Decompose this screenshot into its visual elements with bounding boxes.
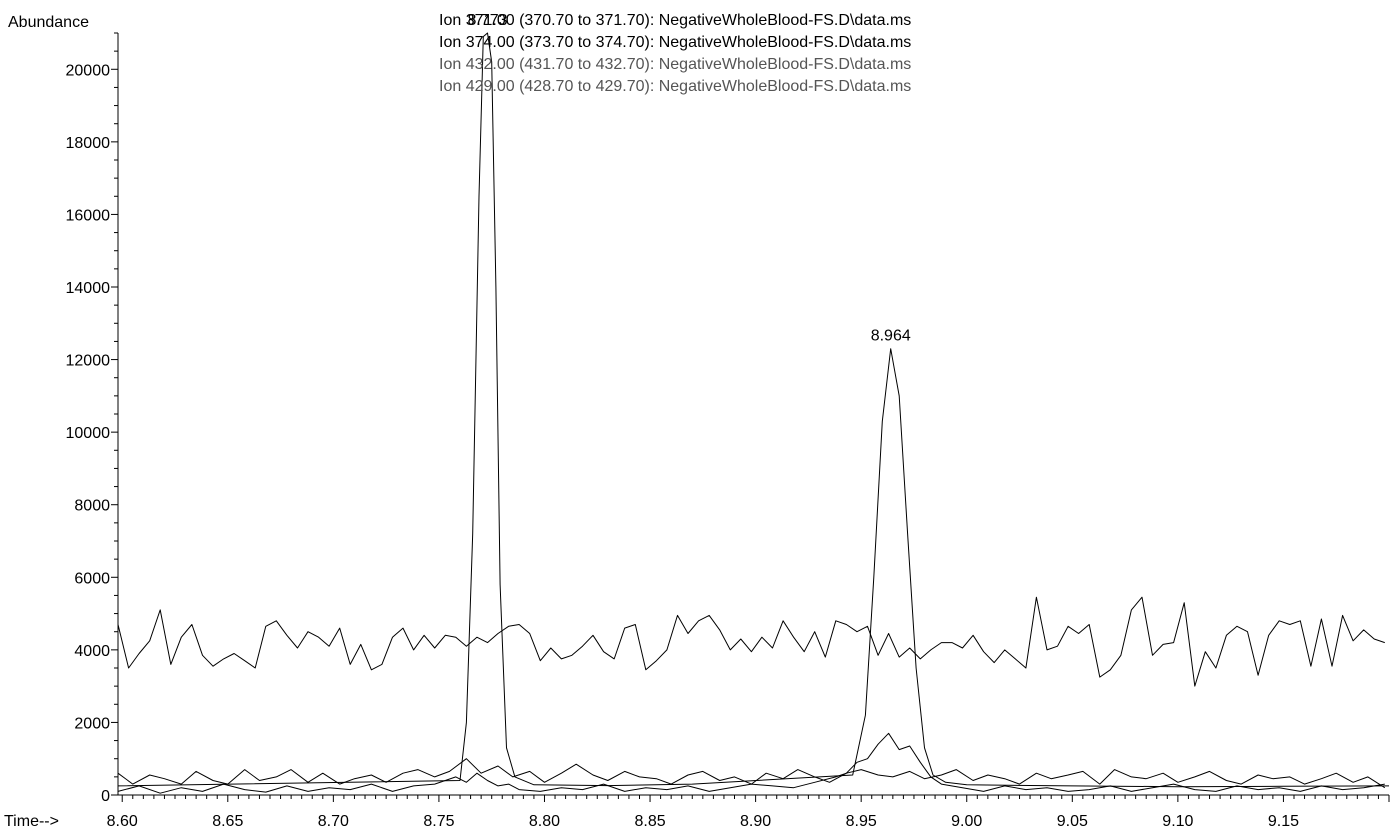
legend-entry: Ion 371.00 (370.70 to 371.70): NegativeW… <box>439 12 911 29</box>
y-tick-label: 20000 <box>66 62 111 79</box>
y-tick-label: 4000 <box>74 643 110 660</box>
x-tick-label: 8.70 <box>318 813 349 830</box>
x-axis: 8.60 8.65 8.70 8.75 8.80 8.85 8.90 8.95 9.00 9.05… <box>107 795 1390 830</box>
series-line-2 <box>117 596 1385 687</box>
x-tick-label: 8.65 <box>212 813 243 830</box>
series-line-3 <box>117 732 1385 794</box>
y-tick-label: 18000 <box>66 135 111 152</box>
x-tick-label: 8.75 <box>423 813 454 830</box>
peak-label: 8.773 <box>467 12 507 29</box>
x-tick-label: 9.00 <box>951 813 982 830</box>
x-tick-label: 8.80 <box>529 813 560 830</box>
y-tick-label: 6000 <box>74 570 110 587</box>
x-tick-label: 8.85 <box>634 813 665 830</box>
x-tick-label: 8.95 <box>846 813 877 830</box>
x-tick-label: 8.90 <box>740 813 771 830</box>
y-tick-label: 16000 <box>66 207 111 224</box>
y-tick-label: 14000 <box>66 280 111 297</box>
y-tick-label: 10000 <box>66 425 111 442</box>
axes <box>117 33 1389 796</box>
y-tick-label: 8000 <box>74 498 110 515</box>
series-line-1 <box>117 32 1390 788</box>
y-axis: 0 2000 4000 6000 8000 10000 12000 14000 16000 180… <box>66 32 118 805</box>
y-tick-label: 12000 <box>66 353 111 370</box>
peak-label: 8.964 <box>871 328 911 345</box>
x-axis-label: Time--> <box>4 813 59 830</box>
x-tick-label: 9.05 <box>1057 813 1088 830</box>
y-axis-label: Abundance <box>8 14 89 31</box>
series-line-4 <box>117 758 1386 789</box>
y-tick-label: 2000 <box>74 715 110 732</box>
y-tick-label: 0 <box>101 788 110 805</box>
legend-entry: Ion 429.00 (428.70 to 429.70): NegativeW… <box>439 78 911 95</box>
peak-labels: 8.773 8.964 <box>467 12 910 345</box>
legend-entry: Ion 432.00 (431.70 to 432.70): NegativeW… <box>439 56 911 73</box>
legend: Ion 371.00 (370.70 to 371.70): NegativeW… <box>439 12 911 95</box>
x-tick-label: 9.15 <box>1268 813 1299 830</box>
x-tick-label: 9.10 <box>1162 813 1193 830</box>
plot-area <box>117 32 1390 794</box>
x-tick-label: 8.60 <box>107 813 138 830</box>
legend-entry: Ion 374.00 (373.70 to 374.70): NegativeW… <box>439 34 911 51</box>
